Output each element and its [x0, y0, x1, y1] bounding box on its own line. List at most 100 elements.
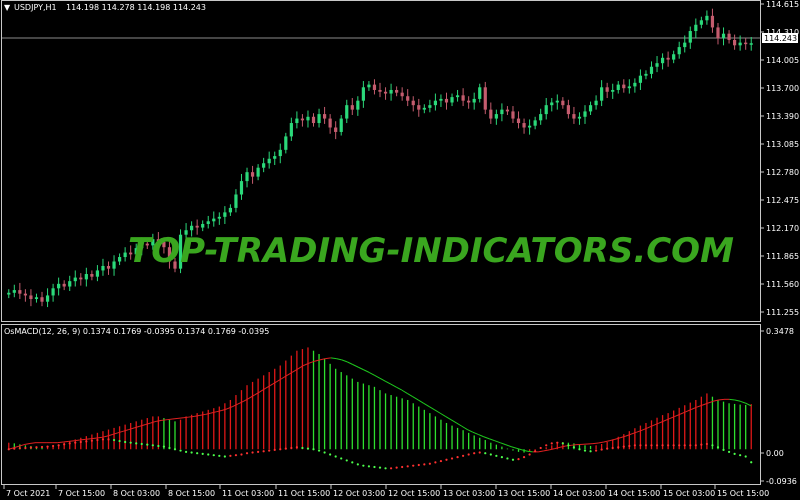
price-tick-label: 111.255 — [766, 308, 799, 317]
osma-dot — [312, 448, 315, 451]
signal-line-segment — [647, 425, 654, 429]
osma-dot — [356, 463, 359, 466]
candle-body — [522, 123, 526, 128]
indicator-pane-frame — [1, 324, 761, 485]
signal-line-segment — [177, 417, 184, 419]
signal-line-segment — [117, 430, 124, 434]
symbol-label: USDJPY,H1 — [14, 3, 57, 12]
signal-line-segment — [172, 417, 179, 420]
osma-dot — [63, 443, 66, 446]
time-tick-label: 14 Oct 03:00 — [553, 489, 605, 498]
osma-dot — [456, 456, 459, 459]
signal-line-segment — [499, 442, 506, 446]
candle-body — [101, 265, 105, 271]
candle-body — [666, 57, 670, 60]
candle-body — [644, 73, 648, 76]
time-tick-label: 7 Oct 15:00 — [58, 489, 105, 498]
candle-body — [190, 225, 194, 231]
osma-dot — [112, 438, 116, 442]
osma-dot — [722, 448, 725, 452]
osma-dot — [716, 446, 720, 449]
signal-line-segment — [297, 365, 304, 370]
osma-dot — [511, 458, 515, 461]
osma-dot — [628, 444, 631, 448]
osma-dot — [18, 447, 21, 450]
osma-dot — [162, 445, 166, 448]
candle-body — [239, 181, 244, 195]
osma-dot — [207, 453, 210, 456]
price-tick-label: 113.390 — [766, 112, 799, 121]
osma-dot — [561, 442, 564, 445]
candle-body — [516, 118, 521, 124]
candle-body — [18, 290, 22, 294]
time-tick-label: 14 Oct 15:00 — [608, 489, 660, 498]
signal-line-segment — [188, 415, 195, 418]
candle-body — [738, 42, 742, 46]
price-pane-frame — [1, 0, 761, 322]
candle-body — [400, 92, 404, 97]
signal-line-segment — [276, 378, 282, 383]
osma-dot — [744, 455, 747, 458]
osma-dot — [79, 440, 82, 444]
signal-line-segment — [145, 422, 151, 426]
candle-body — [511, 111, 515, 119]
osma-dot — [500, 456, 503, 459]
osma-dot — [229, 454, 232, 457]
price-axis: 114.615 114.310 114.005 113.700 113.390 113.0… — [760, 0, 799, 317]
signal-line-segment — [560, 445, 566, 448]
candle-body — [23, 293, 27, 296]
price-tick-label: 111.560 — [766, 280, 799, 289]
signal-line-segment — [461, 425, 468, 430]
candle-body — [206, 221, 210, 224]
candle-body — [289, 123, 293, 137]
candle-body — [395, 89, 399, 93]
signal-line-segment — [603, 440, 610, 443]
osma-dot — [85, 440, 88, 443]
signal-line-segment — [592, 442, 599, 445]
osma-dot — [583, 449, 587, 452]
candle-body — [300, 118, 305, 121]
osma-dot — [290, 446, 293, 450]
signal-line-segment — [428, 406, 435, 411]
candle-body — [112, 261, 116, 269]
signal-line-segment — [183, 416, 189, 419]
signal-line-segment — [57, 441, 64, 444]
candle-body — [721, 33, 726, 39]
osma-dot — [68, 442, 71, 445]
candle-body — [62, 283, 66, 287]
osma-dot — [594, 449, 598, 452]
candle-body — [7, 292, 11, 295]
signal-line-segment — [243, 397, 250, 402]
osma-dot — [694, 444, 697, 447]
osma-dot — [434, 461, 437, 464]
signal-line-segment — [729, 398, 735, 401]
candle-body — [40, 297, 44, 302]
osma-dot — [545, 444, 548, 447]
osma-dot — [268, 449, 271, 452]
price-tick-label: 113.700 — [766, 84, 799, 93]
candle-body — [350, 105, 354, 110]
symbol-menu-icon[interactable]: ▼ — [4, 3, 11, 12]
signal-line-segment — [483, 436, 490, 440]
signal-line-segment — [194, 414, 200, 417]
candle-body — [339, 118, 343, 132]
osma-dot — [600, 448, 603, 451]
osma-dot — [484, 452, 487, 455]
signal-line-segment — [112, 432, 119, 435]
signal-line-segment — [417, 399, 424, 404]
candle-body — [406, 96, 410, 101]
osma-dot — [257, 450, 260, 453]
signal-line-segment — [156, 419, 162, 422]
osma-dot — [373, 465, 376, 469]
candle-body — [455, 95, 460, 98]
price-tick-label: 114.005 — [766, 56, 799, 65]
price-tick-label: 114.310 — [766, 28, 799, 37]
osma-dot — [129, 441, 132, 444]
osma-dot — [168, 446, 171, 450]
signal-line-segment — [740, 400, 746, 404]
candle-body — [284, 136, 288, 150]
osma-dot — [639, 444, 642, 447]
osma-dot — [173, 448, 177, 451]
signal-line-segment — [199, 413, 206, 416]
